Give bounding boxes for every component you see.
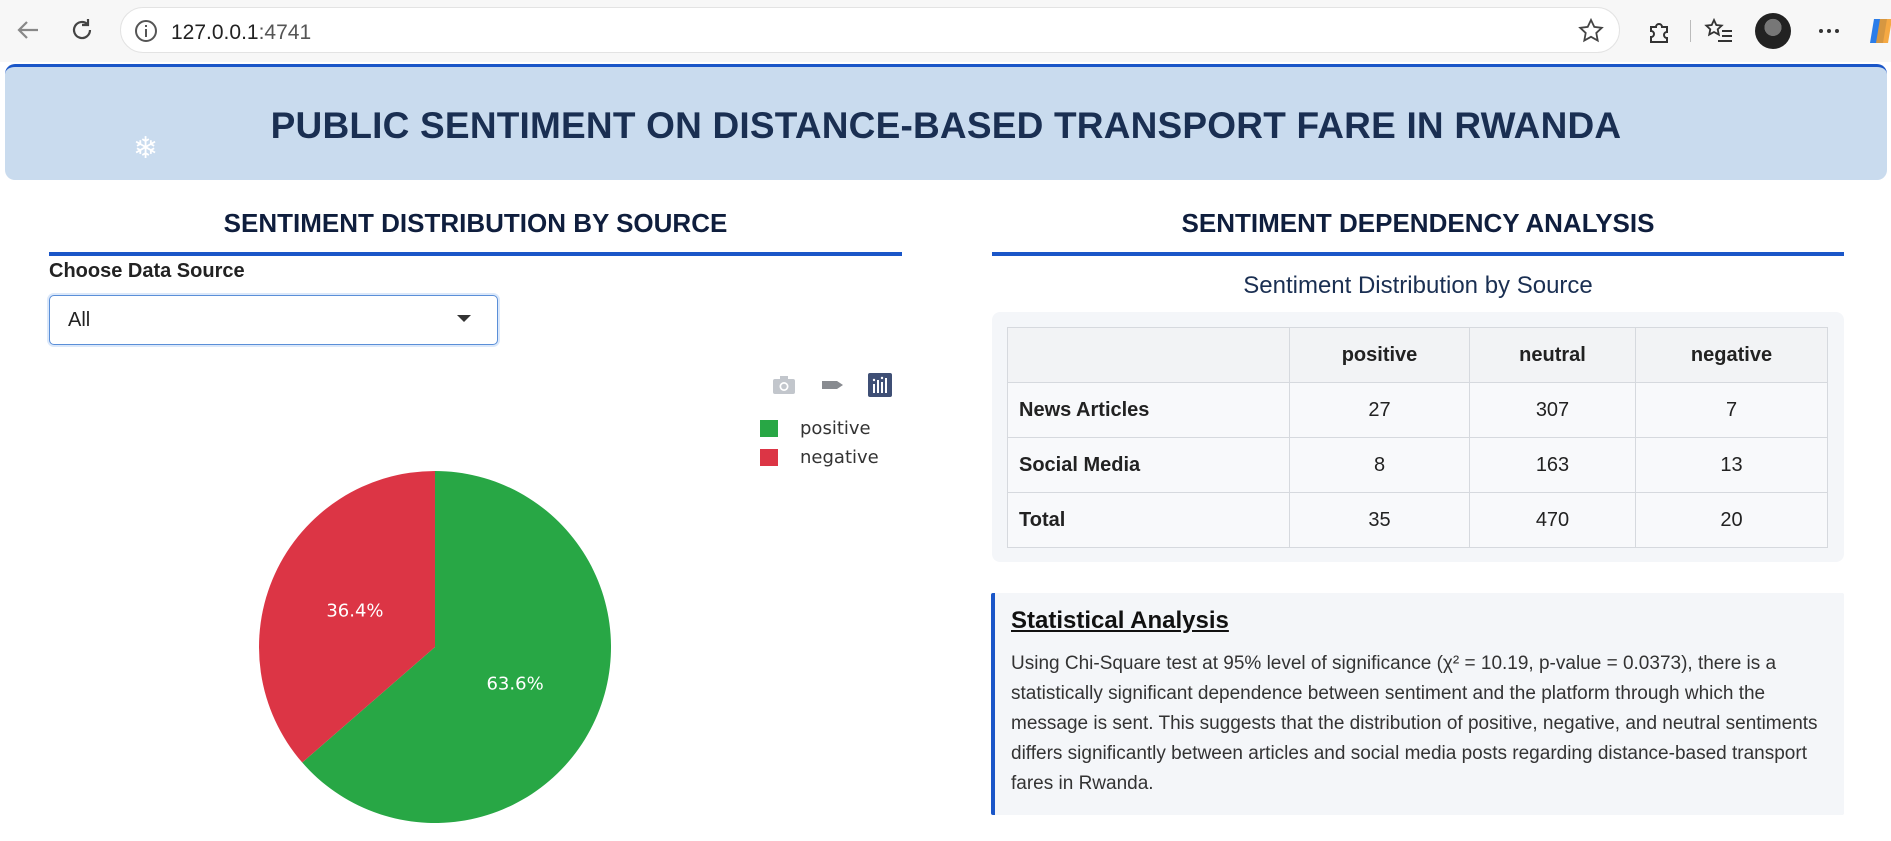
table-row-label: News Articles (1007, 382, 1290, 438)
table-cell: 20 (1635, 492, 1828, 548)
legend-swatch-negative (760, 449, 778, 466)
snowflake-icon: ❄ (133, 132, 159, 165)
sentiment-pie-chart[interactable]: 63.6% 36.4% (250, 462, 620, 832)
table-cell: 470 (1469, 492, 1636, 548)
favorites-button[interactable] (1702, 14, 1736, 48)
data-source-label: Choose Data Source (49, 260, 245, 282)
puzzle-icon (1650, 23, 1668, 43)
site-info-icon[interactable] (133, 18, 159, 44)
legend-swatch-positive (760, 420, 778, 437)
toolbar-separator (1690, 20, 1691, 42)
header-banner: PUBLIC SENTIMENT ON DISTANCE-BASED TRANS… (5, 64, 1887, 180)
chevron-down-icon[interactable] (457, 315, 471, 322)
reload-button[interactable] (64, 12, 100, 48)
dropdown-selected-value: All (68, 309, 91, 331)
stat-title: Statistical Analysis (1011, 607, 1229, 634)
stat-text: Using Chi-Square test at 95% level of si… (1011, 653, 1818, 794)
table-cell: 307 (1469, 382, 1636, 438)
extensions-button[interactable] (1642, 14, 1676, 48)
left-section-title: SENTIMENT DISTRIBUTION BY SOURCE (223, 208, 728, 238)
sentiment-table: positive neutral negative News Articles … (1007, 327, 1828, 548)
url-port: :4741 (258, 21, 312, 44)
browser-toolbar: 127.0.0.1:4741 (0, 0, 1891, 62)
tag-icon[interactable] (818, 371, 846, 399)
table-cell: 163 (1469, 437, 1636, 493)
back-arrow-icon (17, 21, 38, 39)
plotly-logo-icon[interactable] (866, 371, 894, 399)
right-section-title: SENTIMENT DEPENDENCY ANALYSIS (1181, 208, 1655, 238)
pie-slice-negative[interactable] (259, 471, 435, 763)
table-row: Social Media 8 163 13 (1007, 437, 1828, 493)
legend-label-negative: negative (800, 447, 879, 468)
address-bar[interactable]: 127.0.0.1:4741 (120, 7, 1620, 53)
data-source-dropdown[interactable]: All (49, 295, 498, 345)
statistical-analysis-card: Statistical Analysis Using Chi-Square te… (991, 593, 1844, 815)
copilot-button[interactable] (1864, 14, 1891, 48)
table-cell: 8 (1289, 437, 1470, 493)
table-header-negative: negative (1635, 327, 1828, 383)
page-title: PUBLIC SENTIMENT ON DISTANCE-BASED TRANS… (270, 105, 1622, 146)
right-section-rule (992, 252, 1844, 256)
pie-slice-positive[interactable] (302, 471, 611, 823)
table-cell: 27 (1289, 382, 1470, 438)
reload-icon (72, 19, 92, 40)
table-header-neutral: neutral (1469, 327, 1636, 383)
url-host: 127.0.0.1 (171, 21, 259, 44)
table-caption: Sentiment Distribution by Source (1243, 272, 1593, 299)
favorites-list-icon (1704, 17, 1732, 42)
camera-icon[interactable] (770, 371, 798, 399)
pie-label-positive: 63.6% (486, 673, 543, 694)
profile-avatar[interactable] (1755, 13, 1791, 49)
dashboard-page: PUBLIC SENTIMENT ON DISTANCE-BASED TRANS… (0, 62, 1891, 841)
more-dots-icon (1819, 29, 1839, 33)
table-row: Total 35 470 20 (1007, 492, 1828, 548)
table-row: News Articles 27 307 7 (1007, 382, 1828, 438)
table-header-blank (1007, 327, 1290, 383)
more-menu-button[interactable] (1812, 14, 1846, 48)
legend-item-negative[interactable]: negative (760, 445, 940, 469)
table-cell: 35 (1289, 492, 1470, 548)
table-card: positive neutral negative News Articles … (992, 312, 1844, 562)
table-row-label: Total (1007, 492, 1290, 548)
url-text: 127.0.0.1:4741 (171, 21, 311, 45)
favorite-star-icon[interactable] (1577, 17, 1605, 45)
table-cell: 13 (1635, 437, 1828, 493)
back-button[interactable] (10, 12, 46, 48)
copilot-icon (1869, 19, 1891, 43)
table-header-row: positive neutral negative (1007, 327, 1828, 383)
table-row-label: Social Media (1007, 437, 1290, 493)
table-cell: 7 (1635, 382, 1828, 438)
left-section-rule (49, 252, 902, 256)
legend-item-positive[interactable]: positive (760, 416, 940, 440)
legend-label-positive: positive (800, 418, 871, 439)
pie-label-negative: 36.4% (326, 601, 383, 622)
table-header-positive: positive (1289, 327, 1470, 383)
